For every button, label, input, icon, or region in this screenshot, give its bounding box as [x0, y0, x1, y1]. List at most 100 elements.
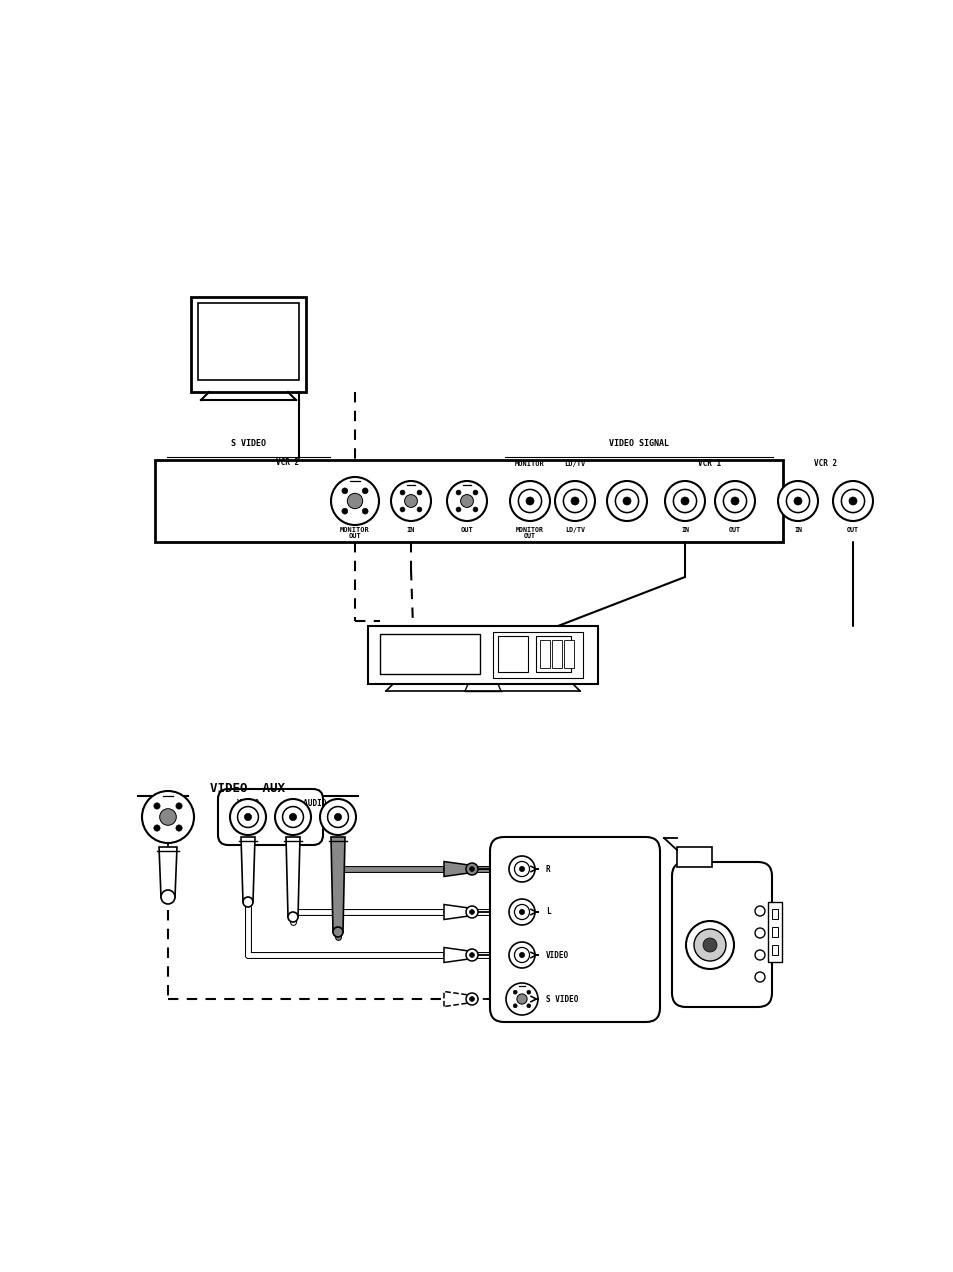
Circle shape: [341, 488, 347, 494]
Circle shape: [175, 826, 182, 831]
Circle shape: [243, 897, 253, 907]
Circle shape: [754, 929, 764, 937]
Circle shape: [518, 909, 524, 915]
Circle shape: [142, 791, 193, 843]
Circle shape: [327, 806, 348, 828]
Circle shape: [526, 1004, 530, 1007]
Circle shape: [702, 937, 717, 951]
Circle shape: [606, 481, 646, 522]
Circle shape: [622, 497, 630, 505]
Circle shape: [513, 1004, 517, 1007]
Circle shape: [465, 993, 477, 1005]
Circle shape: [513, 991, 517, 995]
Circle shape: [469, 996, 474, 1001]
Text: VCR 1: VCR 1: [698, 459, 720, 468]
FancyBboxPatch shape: [490, 837, 659, 1021]
Circle shape: [153, 803, 160, 809]
Text: OUT: OUT: [523, 533, 536, 539]
Text: VIDEO  AUX: VIDEO AUX: [211, 782, 285, 795]
Circle shape: [509, 943, 535, 968]
Circle shape: [473, 490, 477, 495]
Circle shape: [832, 481, 872, 522]
Text: S VIDEO: S VIDEO: [231, 439, 266, 448]
Text: S VIDEO: S VIDEO: [152, 799, 184, 808]
Circle shape: [465, 949, 477, 962]
Bar: [563, 640, 574, 668]
Circle shape: [793, 497, 801, 505]
Circle shape: [785, 490, 809, 513]
Circle shape: [714, 481, 754, 522]
Bar: [771, 945, 778, 955]
Circle shape: [754, 906, 764, 916]
Circle shape: [730, 497, 739, 505]
Circle shape: [161, 890, 174, 904]
Circle shape: [465, 862, 477, 875]
Circle shape: [517, 993, 527, 1004]
Text: MONITOR: MONITOR: [340, 527, 370, 533]
Polygon shape: [241, 837, 254, 902]
Bar: [368, 626, 598, 684]
Circle shape: [722, 490, 746, 513]
Circle shape: [673, 490, 696, 513]
Circle shape: [615, 490, 638, 513]
Circle shape: [469, 866, 474, 871]
Circle shape: [237, 806, 258, 828]
Circle shape: [289, 813, 296, 820]
Bar: [539, 640, 550, 668]
Circle shape: [335, 813, 341, 820]
Text: S VIDEO: S VIDEO: [545, 995, 578, 1004]
Circle shape: [664, 481, 704, 522]
Text: OUT: OUT: [348, 533, 361, 539]
Circle shape: [362, 509, 368, 514]
Circle shape: [399, 490, 404, 495]
Polygon shape: [443, 948, 468, 963]
Circle shape: [319, 799, 355, 834]
Text: IN: IN: [793, 527, 801, 533]
Bar: [379, 633, 479, 674]
Text: VIDEO: VIDEO: [236, 799, 259, 808]
Circle shape: [509, 856, 535, 881]
Circle shape: [362, 488, 368, 494]
Polygon shape: [443, 861, 468, 876]
Polygon shape: [286, 837, 299, 917]
Circle shape: [391, 481, 431, 522]
Text: LD/TV: LD/TV: [564, 460, 585, 467]
Text: VCR 2: VCR 2: [276, 458, 299, 467]
Text: LD/TV: LD/TV: [564, 527, 584, 533]
Circle shape: [153, 826, 160, 831]
Circle shape: [518, 866, 524, 871]
Text: VCR 2: VCR 2: [813, 459, 836, 468]
Circle shape: [399, 508, 404, 511]
Circle shape: [447, 481, 486, 522]
FancyBboxPatch shape: [671, 862, 771, 1007]
Circle shape: [341, 509, 347, 514]
Text: VIDEO SIGNAL: VIDEO SIGNAL: [608, 439, 668, 448]
Polygon shape: [443, 904, 468, 920]
Text: L AUDIO R: L AUDIO R: [294, 799, 335, 808]
Bar: [497, 636, 527, 672]
Circle shape: [841, 490, 863, 513]
Circle shape: [680, 497, 688, 505]
Bar: [191, 296, 306, 392]
Bar: [771, 909, 778, 918]
Circle shape: [505, 983, 537, 1015]
Circle shape: [469, 909, 474, 915]
Polygon shape: [331, 837, 345, 932]
Circle shape: [517, 490, 541, 513]
Bar: [771, 927, 778, 937]
Text: L: L: [545, 907, 550, 917]
Circle shape: [175, 803, 182, 809]
Circle shape: [526, 991, 530, 995]
Circle shape: [571, 497, 578, 505]
FancyBboxPatch shape: [218, 789, 323, 845]
Circle shape: [416, 490, 421, 495]
Circle shape: [460, 495, 473, 508]
Polygon shape: [443, 991, 468, 1006]
Circle shape: [456, 490, 460, 495]
Circle shape: [514, 861, 529, 876]
Bar: [198, 303, 298, 380]
Circle shape: [563, 490, 586, 513]
Bar: [493, 632, 582, 678]
Bar: [677, 847, 711, 868]
Circle shape: [754, 950, 764, 960]
